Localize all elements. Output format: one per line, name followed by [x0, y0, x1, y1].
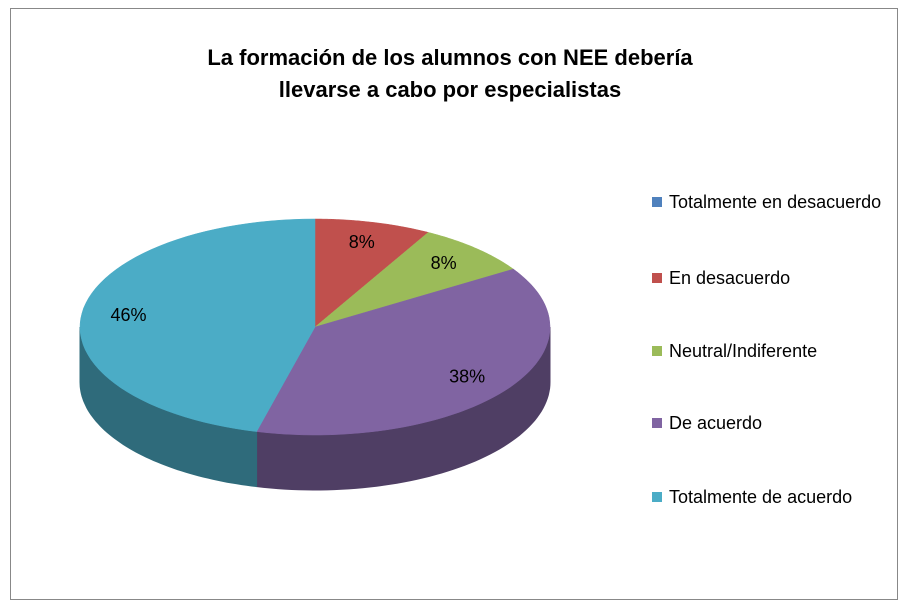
legend-swatch [652, 492, 662, 502]
pie-slice [314, 218, 429, 328]
pie-tops [79, 218, 551, 436]
data-label: 46% [110, 305, 146, 325]
legend-label: Neutral/Indiferente [669, 341, 818, 361]
legend-label: Totalmente en desacuerdo [669, 192, 882, 212]
chart-border [10, 8, 898, 600]
legend-label: Totalmente de acuerdo [669, 487, 853, 507]
data-label: 8% [349, 232, 375, 252]
pie-slice [314, 232, 514, 328]
legend-swatch [652, 346, 662, 356]
legend-entry: De acuerdo [652, 409, 889, 437]
legend-swatch [652, 273, 662, 283]
chart-title: La formación de los alumnos con NEE debe… [207, 45, 693, 102]
legend-label: En desacuerdo [669, 268, 791, 288]
legend-swatch [652, 197, 662, 207]
legend-swatch [652, 418, 662, 428]
legend-label: De acuerdo [669, 413, 763, 433]
legend-entry: En desacuerdo [652, 264, 889, 292]
legend-entry: Totalmente en desacuerdo [652, 188, 889, 216]
legend-entry: Neutral/Indiferente [652, 337, 889, 365]
pie-slice [79, 218, 316, 432]
pie-slice [256, 268, 551, 436]
data-label: 8% [431, 253, 457, 273]
legend-entry: Totalmente de acuerdo [652, 483, 889, 511]
data-label: 38% [449, 367, 485, 387]
